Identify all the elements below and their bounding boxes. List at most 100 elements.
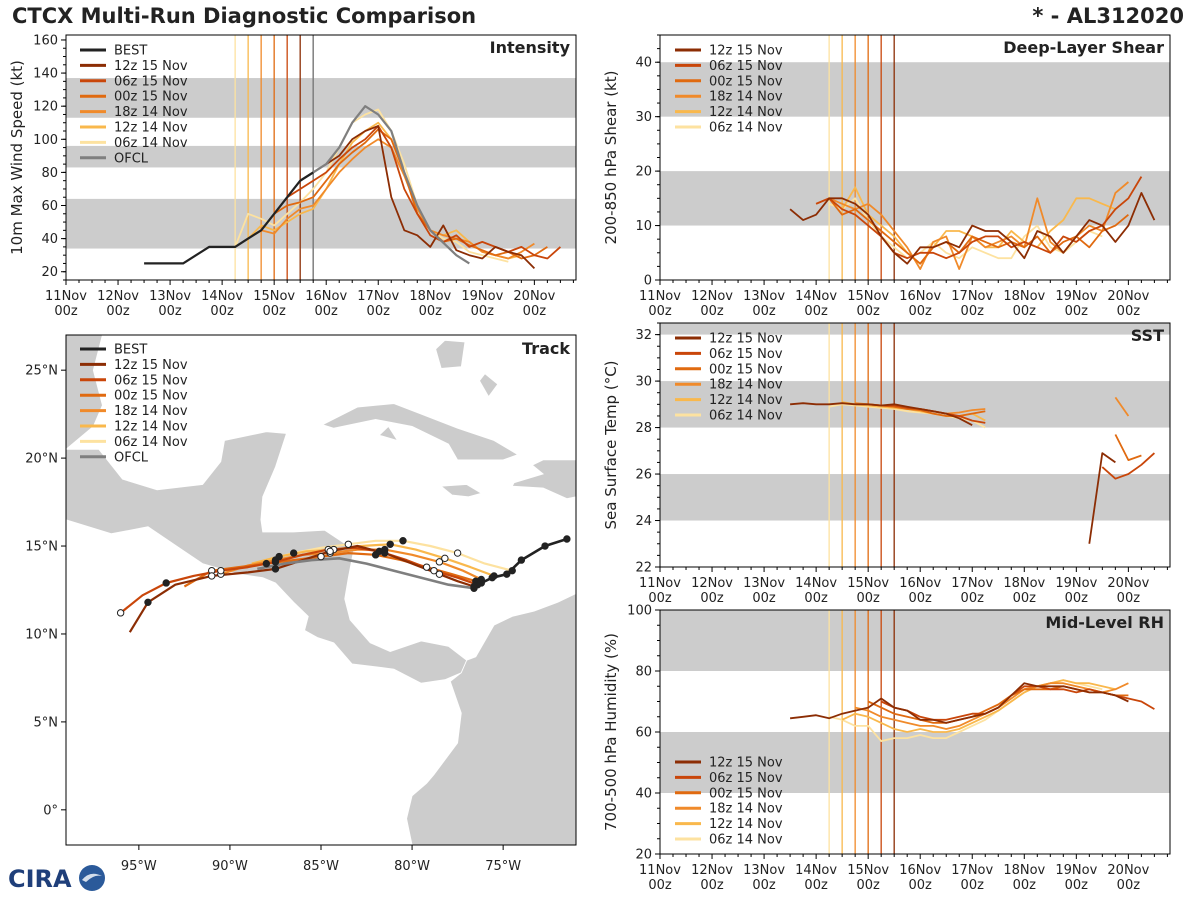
sst-legend-label: 12z 14 Nov <box>709 393 783 408</box>
track-marker-06z-15-nov <box>116 609 125 617</box>
shear-xtick-hour: 00z <box>1013 304 1037 319</box>
intensity-ytick-label: 160 <box>33 33 58 48</box>
track-marker-06z-14-nov <box>399 537 407 545</box>
sst-xtick-hour: 00z <box>1013 591 1037 606</box>
track-marker-06z-15-nov <box>217 566 225 575</box>
shear-xtick-hour: 00z <box>856 304 880 319</box>
track-marker-06z-15-nov <box>430 566 438 575</box>
track-legend-label: 18z 14 Nov <box>114 404 188 419</box>
shear-xtick-date: 19Nov <box>1055 289 1097 304</box>
sst-xtick-date: 16Nov <box>899 576 941 591</box>
rh-xtick-hour: 00z <box>961 878 985 893</box>
sst-series-18z-14-nov <box>1114 396 1130 417</box>
track-xtick-label: 80°W <box>394 859 430 874</box>
intensity-legend-label: 18z 14 Nov <box>114 105 188 120</box>
sst-xtick-hour: 00z <box>648 591 672 606</box>
intensity-threshold-band <box>66 198 576 249</box>
track-marker-06z-15-nov <box>271 558 280 566</box>
intensity-panel-title: Intensity <box>490 38 571 57</box>
sst-xtick-hour: 00z <box>804 591 828 606</box>
sst-xtick-date: 12Nov <box>691 576 733 591</box>
rh-xtick-hour: 00z <box>752 878 776 893</box>
intensity-series-00z-15-nov <box>273 128 548 260</box>
intensity-xtick-label: 11Nov 00z <box>45 289 87 319</box>
shear-xtick-date: 14Nov <box>795 289 837 304</box>
intensity-legend-label: 12z 14 Nov <box>114 121 188 136</box>
shear-xtick-hour: 00z <box>804 304 828 319</box>
shear-legend-label: 06z 14 Nov <box>709 121 783 136</box>
track-ytick-label: 15°N <box>25 540 58 555</box>
track-marker-12z-15-nov <box>381 549 389 557</box>
rh-xtick-date: 20Nov <box>1107 863 1149 878</box>
shear-xtick-label: 12Nov 00z <box>691 289 733 319</box>
shear-ytick-label: 10 <box>635 219 652 234</box>
rh-xtick-label: 15Nov 00z <box>847 863 889 893</box>
logo-globe-icon <box>79 865 105 891</box>
sst-xtick-hour: 00z <box>1117 591 1141 606</box>
shear-xtick-label: 17Nov 00z <box>951 289 993 319</box>
shear-xtick-label: 13Nov 00z <box>743 289 785 319</box>
intensity-ytick-label: 40 <box>41 232 58 247</box>
sst-xtick-label: 15Nov 00z <box>847 576 889 606</box>
land-jamaica <box>440 484 483 498</box>
shear-legend-label: 06z 15 Nov <box>709 59 783 74</box>
sst-series-00z-15-nov <box>1114 434 1142 462</box>
intensity-series-ofcl <box>299 105 470 265</box>
rh-xtick-label: 18Nov 00z <box>1003 863 1045 893</box>
intensity-ytick-label: 80 <box>41 166 58 181</box>
rh-xtick-hour: 00z <box>700 878 724 893</box>
intensity-xtick-date: 16Nov <box>305 289 347 304</box>
intensity-xtick-label: 15Nov 00z <box>253 289 295 319</box>
shear-xtick-date: 16Nov <box>899 289 941 304</box>
shear-xtick-label: 11Nov 00z <box>639 289 681 319</box>
sst-xtick-label: 13Nov 00z <box>743 576 785 606</box>
intensity-ytick-label: 100 <box>33 133 58 148</box>
track-ytick-label: 0° <box>43 803 58 818</box>
sst-xtick-hour: 00z <box>909 591 933 606</box>
land-south-america <box>406 593 576 845</box>
intensity-xtick-hour: 00z <box>262 304 286 319</box>
intensity-ytick-label: 60 <box>41 199 58 214</box>
track-ofcl <box>257 556 475 590</box>
land-bahamas-south <box>479 373 499 398</box>
rh-legend-label: 06z 15 Nov <box>709 771 783 786</box>
track-marker-06z-14-nov <box>508 566 516 575</box>
track-marker-best <box>517 556 526 564</box>
intensity-series-06z-14-nov <box>234 108 509 263</box>
rh-xtick-date: 11Nov <box>639 863 681 878</box>
shear-ytick-label: 0 <box>644 274 652 289</box>
shear-ytick-label: 20 <box>635 165 652 180</box>
rh-xtick-label: 11Nov 00z <box>639 863 681 893</box>
track-marker-best <box>488 573 496 582</box>
shear-xtick-label: 20Nov 00z <box>1107 289 1149 319</box>
shear-xtick-hour: 00z <box>909 304 933 319</box>
track-ytick-label: 25°N <box>25 364 58 379</box>
rh-legend-label: 06z 14 Nov <box>709 833 783 848</box>
sst-xtick-label: 20Nov 00z <box>1107 576 1149 606</box>
track-marker-12z-15-nov <box>271 565 280 573</box>
intensity-xtick-date: 13Nov <box>149 289 191 304</box>
land-bahamas <box>435 339 466 369</box>
intensity-legend-label: OFCL <box>114 151 149 166</box>
land-cuba-isle <box>378 425 399 442</box>
storm-label: * - AL312020 <box>1032 4 1184 28</box>
shear-threshold-band <box>660 62 1170 117</box>
rh-xtick-date: 19Nov <box>1055 863 1097 878</box>
cira-logo: CIRA <box>8 865 105 893</box>
intensity-xtick-date: 11Nov <box>45 289 87 304</box>
rh-xtick-date: 15Nov <box>847 863 889 878</box>
land-mexico-north <box>66 335 103 450</box>
sst-plot-area <box>660 323 1170 567</box>
shear-xtick-label: 15Nov 00z <box>847 289 889 319</box>
intensity-xtick-date: 12Nov <box>97 289 139 304</box>
sst-xtick-label: 19Nov 00z <box>1055 576 1097 606</box>
sst-xtick-label: 11Nov 00z <box>639 576 681 606</box>
rh-legend-label: 12z 15 Nov <box>709 756 783 771</box>
track-marker-06z-15-nov <box>162 579 170 587</box>
track-marker-00z-15-nov <box>317 552 325 561</box>
sst-series-06z-15-nov <box>1101 452 1156 480</box>
sst-ytick-label: 24 <box>635 514 652 529</box>
track-legend-label: 12z 15 Nov <box>114 358 188 373</box>
